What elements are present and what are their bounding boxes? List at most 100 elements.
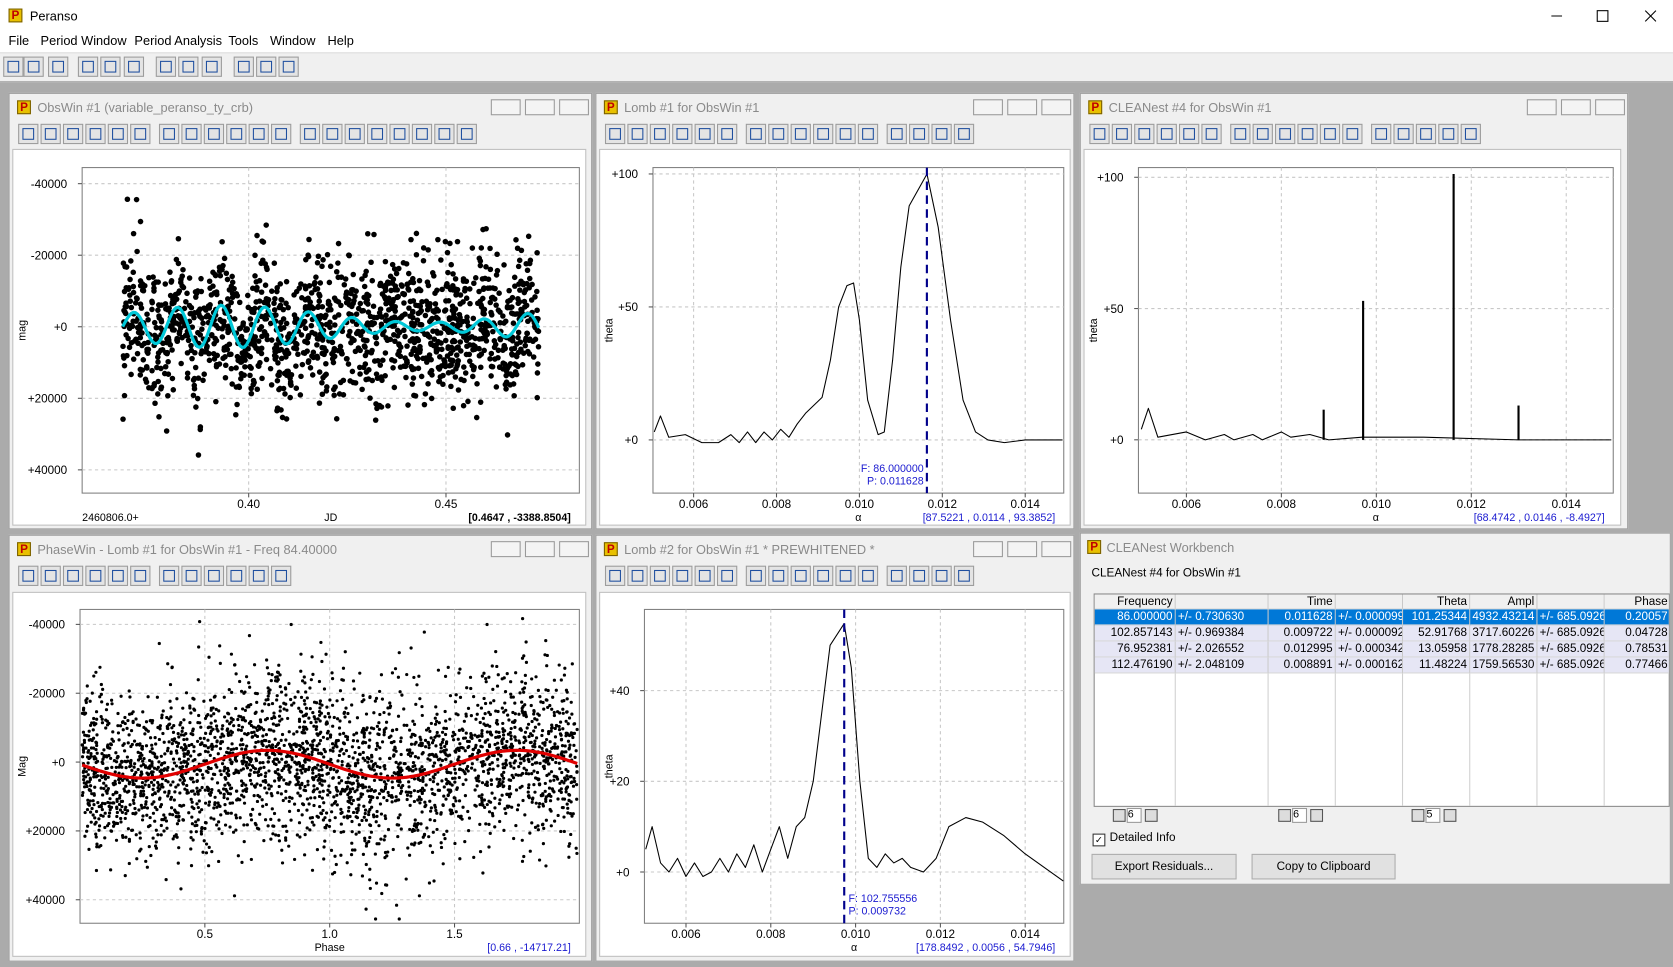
table-cell[interactable]: +/- 2.026552 — [1175, 641, 1269, 658]
toolbar-button[interactable] — [627, 123, 648, 145]
toolbar-button[interactable] — [248, 565, 269, 586]
window-button[interactable] — [1526, 99, 1557, 116]
toolbar-button[interactable] — [1342, 123, 1363, 145]
toolbar-button[interactable] — [62, 565, 84, 586]
toolbar-button[interactable] — [1252, 123, 1273, 145]
window-button[interactable] — [973, 99, 1003, 116]
window-button[interactable] — [1560, 99, 1591, 116]
toolbar-button[interactable] — [456, 123, 477, 145]
window-button[interactable] — [973, 541, 1003, 558]
toolbar-button[interactable] — [649, 565, 671, 586]
menu-item[interactable]: File — [8, 33, 30, 49]
table-cell[interactable]: 1759.56530 — [1470, 657, 1538, 674]
toolbar-button[interactable] — [130, 565, 151, 586]
table-cell[interactable]: +/- 685.0926 — [1537, 641, 1605, 658]
window-button[interactable] — [1007, 541, 1038, 558]
button[interactable]: Export Residuals... — [1091, 853, 1237, 880]
toolbar-button[interactable] — [62, 123, 84, 145]
window-button[interactable] — [559, 99, 589, 116]
toolbar-button[interactable] — [1438, 123, 1459, 145]
toolbar-button[interactable] — [181, 565, 202, 586]
button[interactable]: Copy to Clipboard — [1251, 853, 1396, 880]
toolbar-button[interactable] — [790, 565, 811, 586]
toolbar-button[interactable] — [909, 123, 930, 145]
toolbar-button[interactable] — [271, 565, 292, 586]
window-button[interactable] — [1595, 99, 1625, 116]
toolbar-button[interactable] — [1371, 123, 1392, 145]
toolbar-button[interactable] — [886, 565, 907, 586]
toolbar-button[interactable] — [203, 123, 225, 145]
table-cell[interactable]: 101.25344 — [1403, 609, 1471, 626]
toolbar-button[interactable] — [100, 56, 121, 77]
menu-item[interactable]: Help — [327, 33, 354, 49]
toolbar-button[interactable] — [1297, 123, 1318, 145]
toolbar-button[interactable] — [953, 565, 975, 586]
toolbar-button[interactable] — [672, 565, 693, 586]
toolbar-button[interactable] — [158, 565, 180, 586]
toolbar-button[interactable] — [248, 123, 269, 145]
toolbar-button[interactable] — [886, 123, 907, 145]
window-button[interactable] — [1007, 99, 1038, 116]
toolbar-button[interactable] — [694, 565, 715, 586]
table-cell[interactable]: 0.009722 — [1268, 625, 1336, 642]
toolbar-button[interactable] — [155, 56, 177, 77]
toolbar-button[interactable] — [1111, 123, 1133, 145]
table-cell[interactable]: +/- 0.000099 — [1335, 609, 1404, 626]
toolbar-button[interactable] — [1156, 123, 1177, 145]
toolbar-button[interactable] — [85, 123, 106, 145]
table-cell[interactable]: 76.952381 — [1094, 641, 1176, 658]
toolbar-button[interactable] — [203, 565, 225, 586]
toolbar-button[interactable] — [1089, 123, 1110, 145]
table-cell[interactable]: 0.04728 — [1604, 625, 1669, 642]
toolbar-button[interactable] — [107, 565, 129, 586]
toolbar-button[interactable] — [716, 123, 738, 145]
table-cell[interactable]: 4932.43214 — [1470, 609, 1538, 626]
toolbar-button[interactable] — [233, 56, 254, 77]
spinner-left[interactable] — [1278, 809, 1292, 822]
toolbar-button[interactable] — [1230, 123, 1251, 145]
toolbar-button[interactable] — [123, 56, 145, 77]
toolbar-button[interactable] — [857, 565, 879, 586]
table-cell[interactable]: 1778.28285 — [1470, 641, 1538, 658]
table-cell[interactable]: 86.000000 — [1094, 609, 1176, 626]
menu-item[interactable]: Window — [269, 33, 316, 49]
table-cell[interactable]: +/- 685.0926 — [1537, 609, 1605, 626]
window-button[interactable] — [490, 541, 521, 558]
toolbar-button[interactable] — [1415, 123, 1437, 145]
toolbar-button[interactable] — [694, 123, 715, 145]
toolbar-button[interactable] — [344, 123, 365, 145]
toolbar-button[interactable] — [322, 123, 343, 145]
toolbar-button[interactable] — [1393, 123, 1414, 145]
toolbar-button[interactable] — [931, 565, 952, 586]
toolbar-button[interactable] — [389, 123, 410, 145]
spinner-right[interactable] — [1144, 809, 1158, 822]
table-cell[interactable]: 0.008891 — [1268, 657, 1336, 674]
table-cell[interactable]: +/- 0.000162 — [1335, 657, 1404, 674]
checkbox[interactable]: ✓ — [1092, 833, 1106, 847]
table-cell[interactable]: 0.20057 — [1604, 609, 1669, 626]
table-cell[interactable]: +/- 0.000342 — [1335, 641, 1404, 658]
table-cell[interactable]: 0.77466 — [1604, 657, 1669, 674]
toolbar-button[interactable] — [931, 123, 952, 145]
toolbar-button[interactable] — [3, 56, 24, 77]
toolbar-button[interactable] — [181, 123, 202, 145]
toolbar-button[interactable] — [201, 56, 222, 77]
spinner-right[interactable] — [1443, 809, 1457, 822]
toolbar-button[interactable] — [1319, 123, 1341, 145]
toolbar-button[interactable] — [1134, 123, 1155, 145]
table-cell[interactable]: +/- 0.730630 — [1175, 609, 1269, 626]
toolbar-button[interactable] — [627, 565, 648, 586]
toolbar-button[interactable] — [107, 123, 129, 145]
toolbar-button[interactable] — [130, 123, 151, 145]
toolbar-button[interactable] — [1178, 123, 1200, 145]
table-cell[interactable]: 0.78531 — [1604, 641, 1669, 658]
toolbar-button[interactable] — [790, 123, 811, 145]
menu-item[interactable]: Tools — [228, 33, 259, 49]
toolbar-button[interactable] — [40, 565, 61, 586]
toolbar-button[interactable] — [1275, 123, 1296, 145]
toolbar-button[interactable] — [226, 123, 247, 145]
table-cell[interactable]: 0.011628 — [1268, 609, 1336, 626]
window-button[interactable] — [524, 541, 555, 558]
toolbar-button[interactable] — [23, 56, 44, 77]
table-cell[interactable]: +/- 685.0926 — [1537, 657, 1605, 674]
